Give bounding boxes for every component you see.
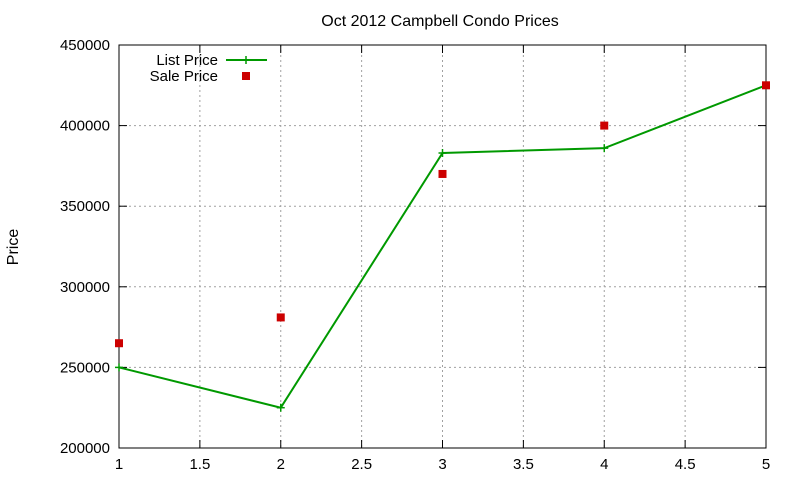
list-price-point: [438, 149, 447, 158]
y-tick-label: 450000: [60, 37, 110, 54]
y-tick-label: 400000: [60, 118, 110, 135]
grid: [119, 45, 766, 448]
x-tick-label: 4: [600, 456, 608, 473]
sale-price-point: [438, 169, 447, 178]
sale-price-point: [115, 339, 123, 348]
y-tick-label: 350000: [60, 198, 110, 215]
legend-marker: [242, 72, 250, 80]
legend-label: List Price: [156, 52, 218, 69]
sale-price-point: [600, 121, 609, 130]
x-tick-label: 1: [115, 456, 123, 473]
x-tick-label: 5: [762, 456, 770, 473]
x-tick-label: 3.5: [513, 456, 534, 473]
series: [115, 81, 770, 412]
list-price-point: [276, 403, 285, 412]
plot-frame: [118, 44, 767, 449]
sale-price-point: [762, 81, 770, 90]
x-tick-label: 2: [277, 456, 285, 473]
series-sale-price: [115, 81, 770, 348]
list-price-point: [600, 144, 609, 153]
y-tick-label: 200000: [60, 440, 110, 457]
legend-item-list-price: List Price: [156, 52, 267, 69]
x-tick-label: 3: [438, 456, 446, 473]
sale-price-point: [276, 313, 285, 322]
legend-item-sale-price: Sale Price: [150, 68, 250, 85]
list-price-point: [115, 363, 123, 372]
y-tick-label: 250000: [60, 359, 110, 376]
x-tick-label: 4.5: [675, 456, 696, 473]
x-tick-label: 1.5: [189, 456, 210, 473]
x-tick-label: 2.5: [351, 456, 372, 473]
y-axis-label: Price: [5, 229, 22, 266]
legend-marker: [242, 56, 250, 64]
chart-title: Oct 2012 Campbell Condo Prices: [321, 13, 558, 30]
legend-label: Sale Price: [150, 68, 218, 85]
y-tick-label: 300000: [60, 279, 110, 296]
axis-ticks: 200000 250000 300000 350000 400000 450000 1 1.5…: [60, 37, 770, 473]
